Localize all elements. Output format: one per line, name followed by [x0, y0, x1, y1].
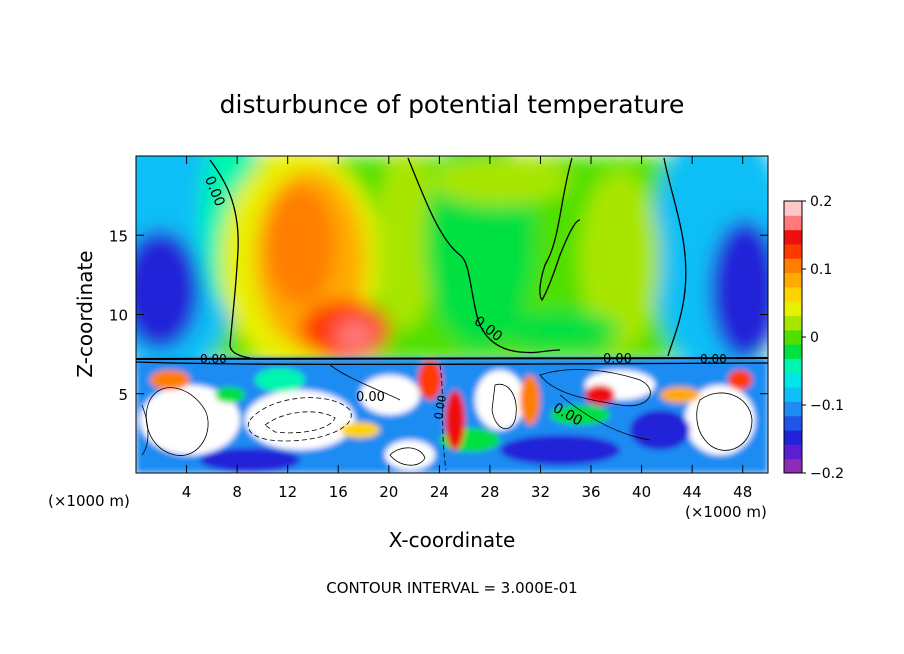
colorbar-swatch [784, 215, 802, 231]
x-tick-label: 28 [480, 483, 499, 501]
chart-title: disturbunce of potential temperature [220, 90, 685, 119]
colorbar-swatch [784, 329, 802, 345]
x-unit-right: (×1000 m) [685, 503, 767, 521]
x-unit-left: (×1000 m) [48, 492, 130, 510]
colorbar-swatch [784, 372, 802, 388]
contour-label: 0.00 [432, 394, 449, 420]
x-axis: 4 8 12 16 20 24 28 32 36 40 44 48 [182, 156, 752, 501]
colorbar-swatch [784, 401, 802, 417]
contour-label: 0.00 [700, 352, 727, 366]
colorbar-swatch [784, 272, 802, 288]
x-tick-label: 44 [683, 483, 702, 501]
colorbar-swatch [784, 344, 802, 359]
colorbar-swatch [784, 458, 802, 474]
colorbar-tick-label: −0.2 [810, 466, 844, 482]
colorbar-swatch [784, 229, 802, 245]
colorbar-tick-label: 0 [810, 330, 819, 346]
lower-field [136, 358, 768, 473]
colorbar-tick-label: −0.1 [810, 398, 844, 414]
y-tick-label: 15 [109, 227, 128, 245]
colorbar-tick-label: 0.1 [810, 262, 832, 278]
x-tick-label: 48 [733, 483, 752, 501]
colorbar-swatch [784, 444, 802, 460]
colorbar-swatch [784, 415, 802, 431]
colorbar-tick-label: 0.2 [810, 194, 832, 210]
x-tick-label: 4 [182, 483, 192, 501]
y-tick-label: 10 [109, 307, 128, 325]
colorbar [783, 200, 803, 474]
x-tick-label: 20 [379, 483, 398, 501]
x-tick-label: 32 [531, 483, 550, 501]
colorbar-swatch [784, 258, 802, 274]
colorbar-swatch [784, 286, 802, 302]
colorbar-ticks: 0.2 0.1 0 −0.1 −0.2 [802, 194, 844, 482]
y-axis: 5 10 15 [109, 227, 768, 404]
colorbar-swatch [784, 358, 802, 374]
x-tick-label: 40 [632, 483, 651, 501]
contour-label: 0.00 [603, 352, 632, 367]
x-tick-label: 8 [232, 483, 242, 501]
colorbar-swatch [784, 201, 802, 216]
lower-contours [141, 364, 753, 471]
y-axis-label: Z-coordinate [73, 250, 97, 377]
x-tick-label: 36 [581, 483, 600, 501]
x-tick-label: 16 [329, 483, 348, 501]
contour-lines [136, 157, 768, 366]
colorbar-swatch [784, 301, 802, 317]
contour-label: 0.00 [200, 352, 227, 366]
upper-field [136, 156, 768, 380]
x-tick-label: 24 [430, 483, 449, 501]
colorbar-swatch [784, 243, 802, 259]
x-tick-label: 12 [278, 483, 297, 501]
colorbar-swatch [784, 430, 802, 445]
contour-label: 0.00 [356, 390, 385, 405]
colorbar-swatch [784, 315, 802, 331]
x-axis-label: X-coordinate [389, 528, 516, 552]
contour-interval-text: CONTOUR INTERVAL = 3.000E-01 [326, 579, 577, 597]
colorbar-swatch [784, 387, 802, 402]
y-tick-label: 5 [118, 386, 128, 404]
plot-area [136, 156, 768, 473]
